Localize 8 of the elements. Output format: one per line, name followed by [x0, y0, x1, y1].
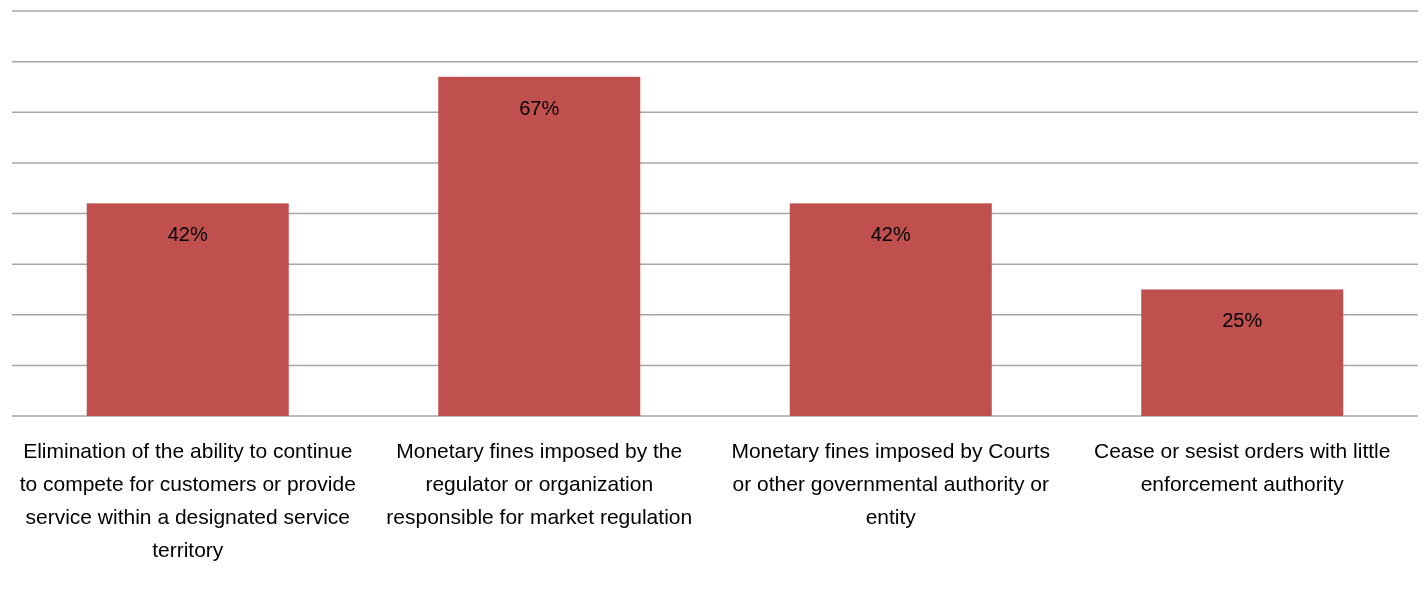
data-label: 42% — [870, 223, 911, 246]
data-label: 67% — [519, 96, 560, 119]
x-tick-label: Monetary fines imposed by Courts or other governmental authority or entity — [731, 439, 1051, 528]
x-tick-label: Cease or sesist orders with little enforcement authority — [1094, 439, 1391, 495]
data-label: 42% — [167, 223, 208, 246]
x-tick-label: Elimination of the ability to continue to compete for customers or provide service within a designated service territory — [19, 439, 356, 561]
x-tick-label: Monetary fines imposed by the regulator or organization responsible for market regulation — [386, 439, 693, 528]
data-label: 25% — [1222, 309, 1263, 332]
